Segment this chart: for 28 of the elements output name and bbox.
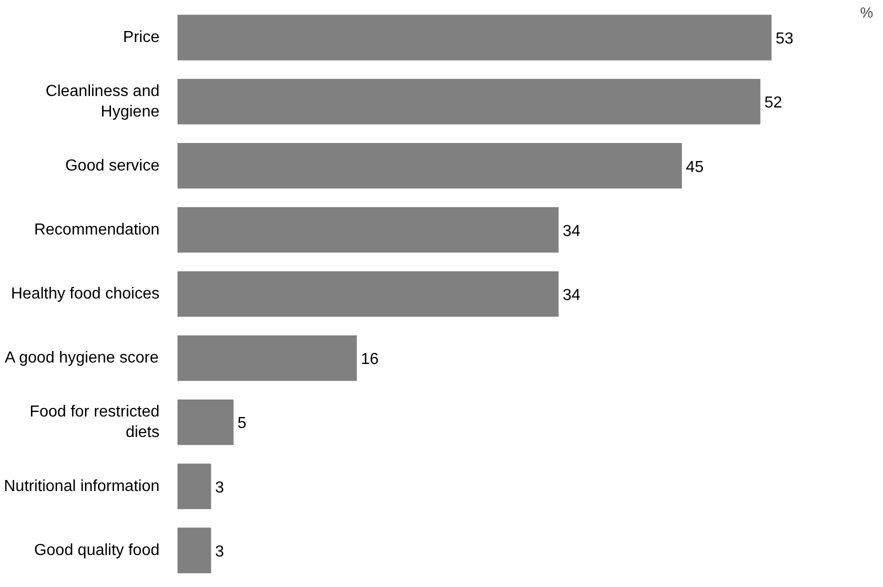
bar — [178, 464, 212, 510]
data-label: 3 — [215, 543, 224, 560]
y-tick-label: Cleanliness and Hygiene — [46, 82, 160, 120]
y-tick-label: A good hygiene score — [4, 350, 159, 367]
data-label: 53 — [776, 30, 794, 48]
data-label: 45 — [686, 158, 704, 176]
data-label: 34 — [562, 222, 580, 240]
bar — [178, 528, 212, 574]
bar — [178, 143, 682, 189]
bar — [178, 271, 559, 317]
text: % — [860, 6, 874, 22]
data-label: 5 — [238, 415, 247, 432]
data-label: 16 — [360, 351, 379, 368]
y-tick-label: Healthy food choices — [10, 286, 160, 302]
y-tick-label: Nutritional information — [4, 478, 160, 495]
y-tick-label: Good service — [65, 157, 160, 174]
y-tick-label: Price — [123, 29, 160, 46]
y-tick-label: Recommendation — [34, 221, 160, 238]
data-label: 34 — [562, 287, 580, 304]
bar — [178, 399, 234, 445]
bar — [178, 335, 357, 381]
y-tick-label: Good quality food — [34, 542, 160, 559]
bar — [178, 78, 760, 124]
y-tick-label: Food for restricted diets — [30, 404, 160, 441]
data-label: 3 — [215, 479, 224, 496]
data-label: 52 — [764, 94, 782, 112]
bar — [178, 14, 772, 60]
bar — [178, 207, 559, 253]
